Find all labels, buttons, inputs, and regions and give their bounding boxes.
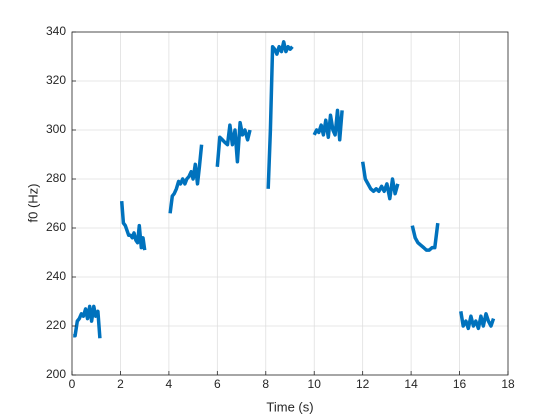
x-tick-label: 18 <box>501 377 515 391</box>
x-tick-label: 2 <box>117 377 124 391</box>
y-tick-label: 280 <box>46 171 66 185</box>
y-tick-label: 240 <box>46 269 66 283</box>
x-tick-label: 4 <box>166 377 173 391</box>
f0-line <box>73 40 496 339</box>
x-tick-label: 10 <box>308 377 322 391</box>
x-axis-label: Time (s) <box>266 399 313 414</box>
y-tick-label: 220 <box>46 318 66 332</box>
x-tick-label: 12 <box>356 377 370 391</box>
y-tick-label: 300 <box>46 122 66 136</box>
y-tick-label: 320 <box>46 73 66 87</box>
x-tick-label: 8 <box>262 377 269 391</box>
y-tick-label: 200 <box>46 367 66 381</box>
x-tick-label: 14 <box>404 377 418 391</box>
labels: 0 2 4 6 8 10 12 14 16 18 200 220 240 260 280 300 320 340 <box>46 24 515 391</box>
y-axis-label: f0 (Hz) <box>25 184 40 223</box>
plot-area <box>72 32 508 375</box>
y-tick-label: 260 <box>46 220 66 234</box>
axes-box <box>71 31 509 376</box>
x-tick-label: 16 <box>453 377 467 391</box>
y-tick-label: 340 <box>46 24 66 38</box>
x-tick-label: 0 <box>69 377 76 391</box>
lines <box>73 40 496 339</box>
x-tick-label: 6 <box>214 377 221 391</box>
